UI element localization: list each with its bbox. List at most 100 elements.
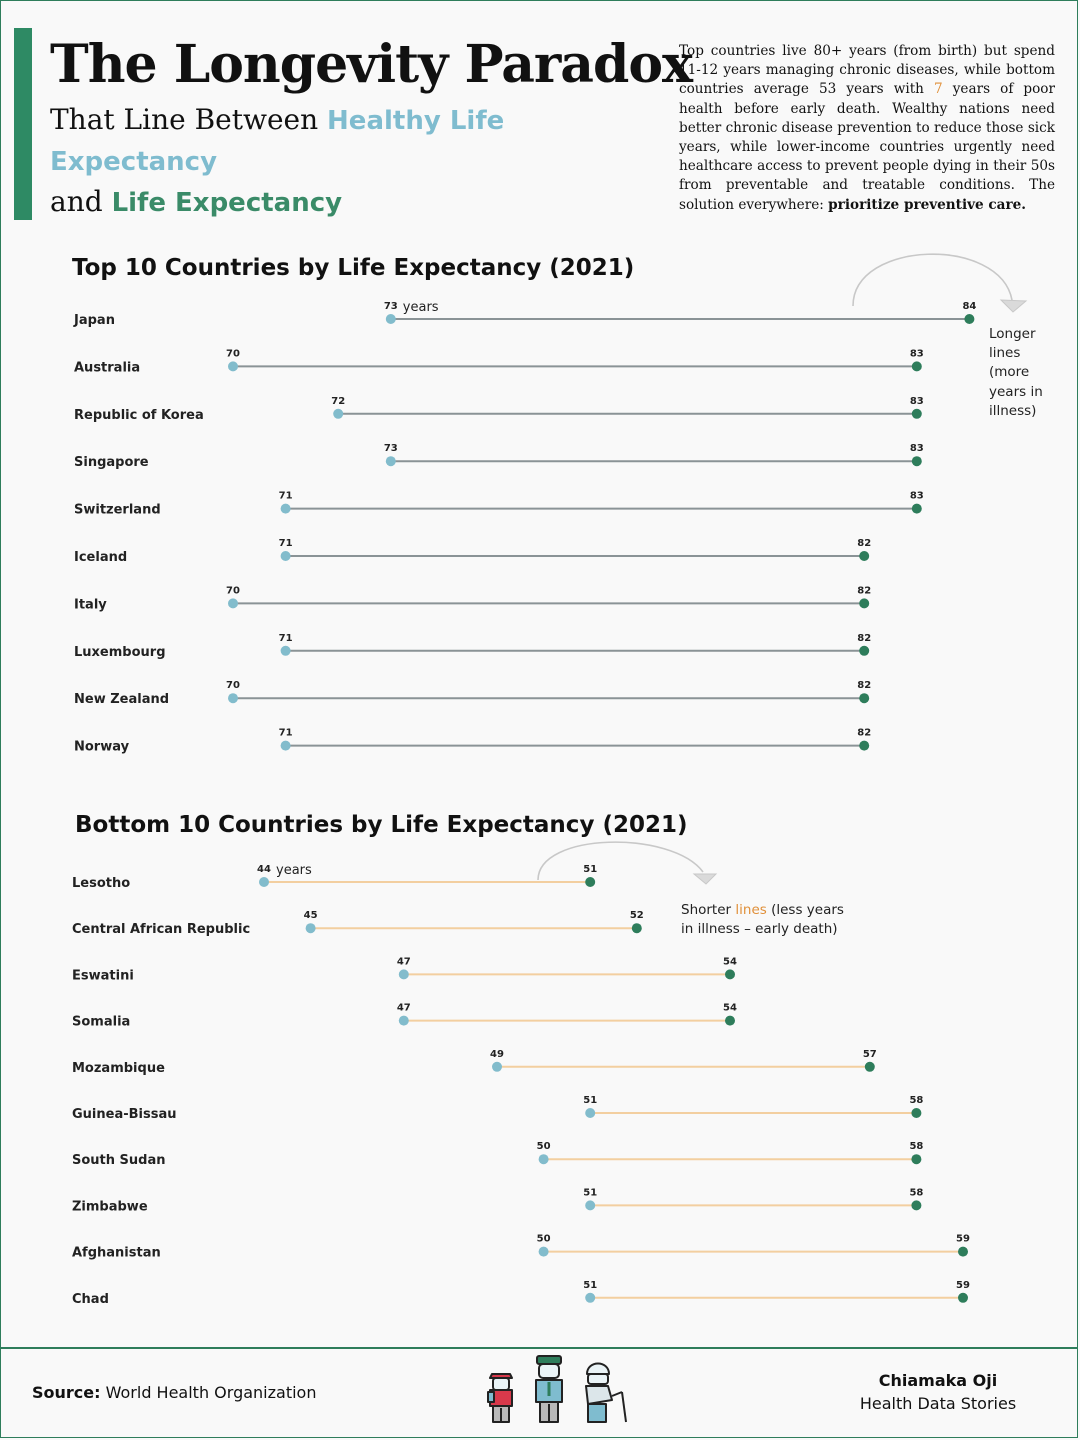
le-dot <box>859 645 870 656</box>
le-dot <box>631 923 642 934</box>
hale-value-label: 50 <box>537 1234 551 1245</box>
hale-dot <box>305 923 316 934</box>
le-value-label: 83 <box>910 348 924 359</box>
le-dot <box>859 598 870 609</box>
hale-value-label: 70 <box>226 348 240 359</box>
intro-text-2: years of poor health before early death.… <box>679 81 1055 213</box>
le-value-label: 54 <box>723 1003 737 1014</box>
intro-highlight: 7 <box>934 81 943 98</box>
hale-dot <box>385 456 396 467</box>
bottom-row: Guinea-Bissau 51 58 <box>72 1095 923 1122</box>
le-value-label: 59 <box>956 1234 970 1245</box>
le-dot <box>964 314 975 324</box>
le-dot <box>859 693 870 704</box>
le-value-label: 58 <box>909 1187 923 1198</box>
child-figure-icon <box>487 1373 513 1423</box>
top-row: Norway 71 82 <box>74 728 871 755</box>
subtitle-prefix: That Line Between <box>50 103 328 136</box>
country-label: Norway <box>74 740 130 755</box>
le-value-label: 52 <box>630 910 644 921</box>
le-value-label: 83 <box>910 443 924 454</box>
country-label: Japan <box>73 313 115 328</box>
bottom-row: Zimbabwe 51 58 <box>72 1187 923 1214</box>
le-dot <box>911 1200 922 1211</box>
bottom-row: Lesotho 44 51 years <box>72 863 597 891</box>
age-figures-illustration <box>487 1355 627 1423</box>
country-label: Lesotho <box>72 876 130 891</box>
hale-dot <box>385 314 396 324</box>
hale-dot <box>228 693 238 704</box>
hale-value-label: 73 <box>384 301 398 312</box>
hale-dot <box>259 877 269 887</box>
country-label: Luxembourg <box>74 645 166 660</box>
hale-dot <box>398 1015 409 1026</box>
le-value-label: 84 <box>962 301 976 312</box>
hale-dot <box>228 361 238 372</box>
intro-text-1: Top countries live 80+ years (from birth… <box>679 43 1055 98</box>
le-value-label: 57 <box>863 1049 877 1060</box>
hale-value-label: 72 <box>331 396 345 407</box>
hale-value-label: 51 <box>583 1095 597 1106</box>
bottom-annotation-highlight: lines <box>735 902 766 918</box>
bottom-annotation-line-2: in illness – early death) <box>681 921 838 937</box>
le-value-label: 83 <box>910 491 924 502</box>
hale-value-label: 49 <box>490 1049 504 1060</box>
le-dot <box>911 456 922 467</box>
top-annotation-line-2: lines <box>989 345 1020 361</box>
country-label: Eswatini <box>72 968 134 983</box>
le-dot <box>725 969 735 980</box>
bottom-row: Afghanistan 50 59 <box>72 1234 970 1261</box>
bottom-row: Somalia 47 54 <box>72 1003 737 1030</box>
country-label: Afghanistan <box>72 1246 161 1261</box>
le-dot <box>725 1015 735 1026</box>
source-credit: Source: World Health Organization <box>32 1383 316 1402</box>
hale-dot <box>585 1200 596 1211</box>
country-label: Mozambique <box>72 1061 165 1076</box>
le-dot <box>911 503 922 514</box>
hale-value-label: 50 <box>537 1141 551 1152</box>
elderly-figure-icon <box>585 1362 627 1423</box>
hale-value-label: 70 <box>226 680 240 691</box>
le-dot <box>911 361 922 372</box>
le-dot <box>585 877 596 887</box>
title-accent-bar <box>14 28 32 220</box>
top-chart-title: Top 10 Countries by Life Expectancy (202… <box>72 255 634 281</box>
top-row: Singapore 73 83 <box>74 443 924 470</box>
top-row: New Zealand 70 82 <box>74 680 871 707</box>
country-label: Somalia <box>72 1015 130 1030</box>
top-row: Japan 73 84 years <box>73 300 976 328</box>
top-row: Luxembourg 71 82 <box>74 633 871 660</box>
le-value-label: 58 <box>909 1095 923 1106</box>
bottom-row: Chad 51 59 <box>72 1280 970 1307</box>
hale-value-label: 73 <box>384 443 398 454</box>
intro-paragraph: Top countries live 80+ years (from birth… <box>679 42 1055 215</box>
country-label: Italy <box>74 597 107 612</box>
hale-value-label: 71 <box>279 491 293 502</box>
le-value-label: 82 <box>857 680 871 691</box>
hale-dot <box>280 551 291 561</box>
page-subtitle: That Line Between Healthy Life Expectanc… <box>50 100 650 223</box>
page-title: The Longevity Paradox <box>50 34 693 95</box>
le-value-label: 82 <box>857 633 871 644</box>
years-unit-label: years <box>276 863 312 878</box>
le-dot <box>859 740 870 751</box>
le-dot <box>911 1108 922 1118</box>
hale-value-label: 47 <box>397 956 411 967</box>
top-annotation-line-5: illness) <box>989 403 1036 419</box>
le-value-label: 58 <box>909 1141 923 1152</box>
source-label: Source: <box>32 1383 101 1402</box>
top-row: Italy 70 82 <box>74 585 871 612</box>
bottom-annotation-line-1: Shorter lines (less years <box>681 902 844 918</box>
subtitle-hale-highlight: Healthy Life Expectancy <box>50 106 505 177</box>
bottom-annotation-suffix: (less years <box>767 902 844 918</box>
hale-dot <box>538 1246 549 1257</box>
country-label: Republic of Korea <box>74 408 204 423</box>
subtitle-le-highlight: Life Expectancy <box>111 188 343 218</box>
country-label: Switzerland <box>74 503 161 518</box>
country-label: South Sudan <box>72 1153 166 1168</box>
subtitle-and: and <box>50 185 112 218</box>
author-credit: Chiamaka Oji Health Data Stories <box>838 1370 1038 1416</box>
bottom-row: Mozambique 49 57 <box>72 1049 877 1076</box>
bottom-chart-rows: Lesotho 44 51 years Central African Republic… <box>72 863 970 1307</box>
